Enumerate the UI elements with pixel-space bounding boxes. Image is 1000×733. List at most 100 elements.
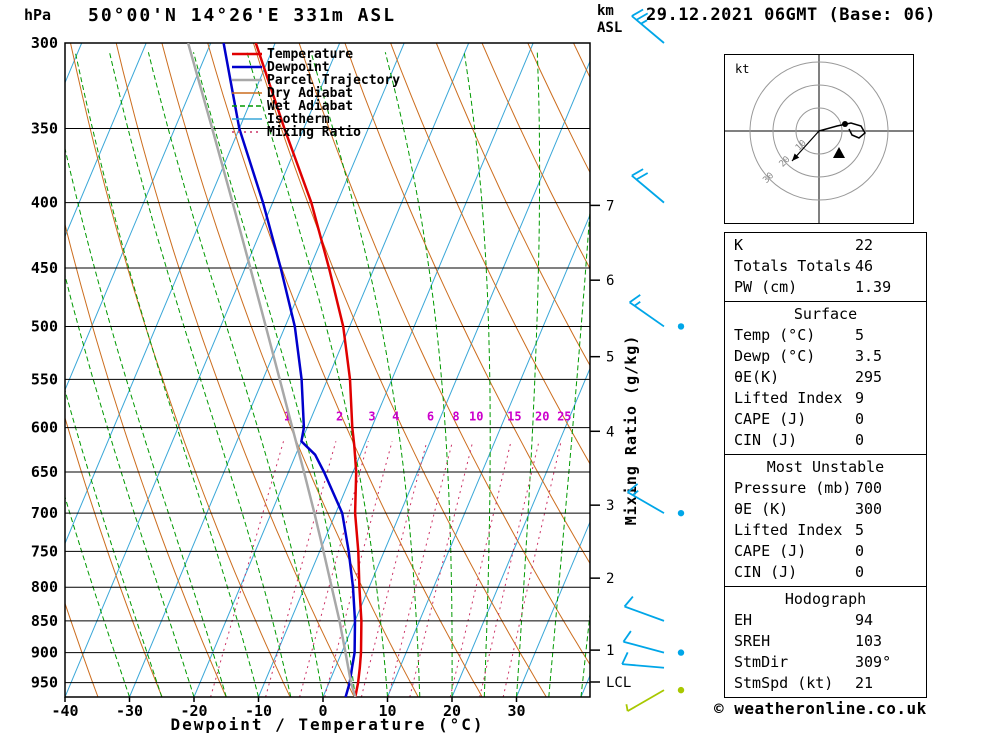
legend-label: Mixing Ratio xyxy=(267,125,361,140)
wind-barb xyxy=(621,651,665,669)
table-row: Pressure (mb) 700 xyxy=(725,478,926,499)
table-row: SREH 103 xyxy=(725,631,926,652)
km-asl-axis-title: km ASL xyxy=(597,3,622,37)
table-row-value: 21 xyxy=(855,674,874,692)
sounding-profiles xyxy=(186,43,363,697)
wind-barb xyxy=(631,168,665,204)
indices-table: K 22 Totals Totals 46 PW (cm) 1.39 Surface Temp… xyxy=(724,232,927,698)
table-row: StmDir 309° xyxy=(725,652,926,673)
table-row-value: 22 xyxy=(855,236,874,254)
wet-adiabat-lines xyxy=(65,52,590,697)
wind-barb xyxy=(631,8,665,44)
table-row-label: StmSpd (kt) xyxy=(734,674,834,692)
km-tick-label: 3 xyxy=(606,498,614,514)
table-section: Hodograph EH 94 SREH 103 StmDir 309° StmSpd (kt… xyxy=(725,587,926,697)
table-section-header: Hodograph xyxy=(784,590,867,608)
km-tick-label: 1 xyxy=(606,643,614,659)
table-row-label: CAPE (J) xyxy=(734,410,807,428)
legend-label: Parcel Trajectory xyxy=(267,73,400,88)
table-row-value: 46 xyxy=(855,257,874,275)
table-row-value: 0 xyxy=(855,542,865,560)
table-row-label: Lifted Index xyxy=(734,521,843,539)
copyright-link[interactable]: © weatheronline.co.uk xyxy=(714,699,927,718)
plot-area xyxy=(65,43,590,697)
table-row-label: CIN (J) xyxy=(734,431,798,449)
table-row-value: 1.39 xyxy=(855,278,892,296)
wind-barbs xyxy=(621,8,685,712)
level-dot xyxy=(677,323,685,330)
table-row: Totals Totals 46 xyxy=(725,256,926,277)
table-row: θE(K) 295 xyxy=(725,367,926,388)
temp-tick-label: 30 xyxy=(507,702,525,720)
km-label: km xyxy=(597,3,614,19)
km-tick-label: 6 xyxy=(606,273,614,289)
table-row: StmSpd (kt) 21 xyxy=(725,673,926,694)
table-row-label: θE (K) xyxy=(734,500,789,518)
asl-label: ASL xyxy=(597,20,623,36)
wind-barb xyxy=(622,630,685,656)
table-row-label: SREH xyxy=(734,632,771,650)
table-row-value: 3.5 xyxy=(855,347,883,365)
hodograph-trace xyxy=(818,122,866,139)
wind-barb xyxy=(623,595,665,622)
table-row-label: EH xyxy=(734,611,753,629)
pressure-tick-label: 650 xyxy=(31,463,58,481)
pressure-tick-label: 400 xyxy=(31,194,58,212)
table-row-label: CAPE (J) xyxy=(734,542,807,560)
pressure-tick-label: 700 xyxy=(31,504,58,522)
table-row: K 22 xyxy=(725,235,926,256)
temperature-axis: -40 -30 -20 -10 0 10 20 30 xyxy=(51,697,526,720)
hodo-ring xyxy=(749,61,889,201)
table-row-value: 5 xyxy=(855,521,865,539)
level-dot xyxy=(677,686,685,694)
station-title: 50°00'N 14°26'E 331m ASL xyxy=(88,5,397,26)
legend-label: Dry Adiabat xyxy=(267,86,353,101)
hodo-ring xyxy=(795,107,843,155)
table-row-value: 9 xyxy=(855,389,865,407)
table-row-label: Lifted Index xyxy=(734,389,843,407)
temp-tick-label: 10 xyxy=(378,702,396,720)
pressure-tick-label: 450 xyxy=(31,259,58,277)
table-row: CIN (J) 0 xyxy=(725,430,926,451)
temp-tick-label: 20 xyxy=(443,702,461,720)
table-row-label: PW (cm) xyxy=(734,278,798,296)
table-row-label: K xyxy=(734,236,744,254)
hodo-vector-arrowhead xyxy=(792,153,800,161)
temp-tick-label: 0 xyxy=(318,702,327,720)
km-asl-axis: 7 6 5 4 3 2 1 LCL xyxy=(590,198,631,691)
table-row: Temp (°C) 5 xyxy=(725,325,926,346)
table-row-label: Dewp (°C) xyxy=(734,347,816,365)
temp-tick-label: -40 xyxy=(51,702,78,720)
mixing-ratio-value: 25 xyxy=(557,410,571,424)
pressure-tick-label: 600 xyxy=(31,419,58,437)
legend-label: Temperature xyxy=(267,47,353,62)
pressure-unit-label: hPa xyxy=(24,6,52,24)
km-tick-label: 2 xyxy=(606,571,614,587)
mixing-ratio-labels: 1 2 3 4 6 8 10 15 20 25 xyxy=(284,410,572,424)
mixing-ratio-value: 2 xyxy=(336,410,343,424)
level-dot xyxy=(677,649,685,656)
lcl-label: LCL xyxy=(606,675,631,691)
wind-barb xyxy=(629,294,685,330)
table-row-value: 295 xyxy=(855,368,883,386)
table-row: Lifted Index 5 xyxy=(725,520,926,541)
mixing-ratio-value: 10 xyxy=(469,410,483,424)
mixing-ratio-value: 15 xyxy=(507,410,521,424)
hodo-point-dot xyxy=(842,121,848,127)
table-row-label: Totals Totals xyxy=(734,257,852,275)
mixing-ratio-value: 6 xyxy=(427,410,434,424)
table-row: Lifted Index 9 xyxy=(725,388,926,409)
pressure-tick-label: 500 xyxy=(31,317,58,335)
table-row-value: 0 xyxy=(855,410,865,428)
mixing-ratio-value: 4 xyxy=(392,410,399,424)
pressure-tick-label: 850 xyxy=(31,612,58,630)
table-row-label: θE(K) xyxy=(734,368,780,386)
legend-label: Isotherm xyxy=(267,112,330,127)
mixing-ratio-value: 3 xyxy=(368,410,375,424)
table-section: K 22 Totals Totals 46 PW (cm) 1.39 xyxy=(725,233,926,302)
table-row-label: StmDir xyxy=(734,653,789,671)
mixing-ratio-value: 20 xyxy=(535,410,549,424)
